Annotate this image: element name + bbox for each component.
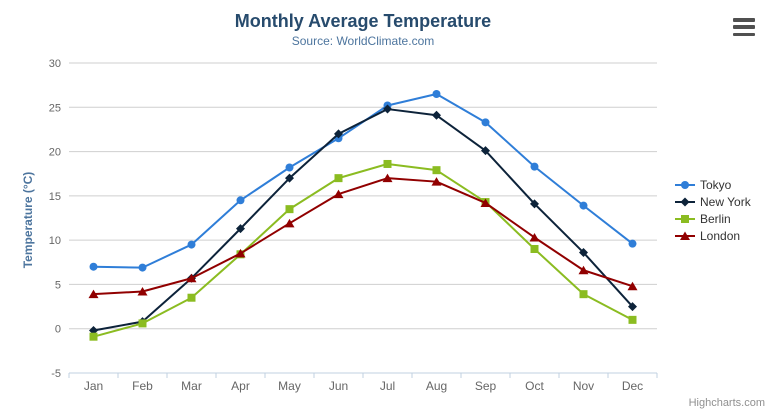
data-point-tokyo[interactable] xyxy=(236,196,245,205)
data-point-berlin[interactable] xyxy=(187,293,196,302)
legend-item-london[interactable]: London xyxy=(675,227,751,244)
y-tick-label: 15 xyxy=(49,191,61,203)
data-point-tokyo[interactable] xyxy=(530,162,539,171)
data-point-tokyo[interactable] xyxy=(628,239,637,248)
data-point-tokyo[interactable] xyxy=(432,90,441,98)
data-point-tokyo[interactable] xyxy=(481,118,490,127)
y-tick-label: -5 xyxy=(51,368,61,380)
square-legend-marker-icon xyxy=(675,214,695,223)
x-tick-label: Aug xyxy=(426,379,447,393)
data-point-london[interactable] xyxy=(431,177,442,186)
data-point-berlin[interactable] xyxy=(530,245,539,253)
x-tick-label: Apr xyxy=(231,379,250,393)
x-tick-label: Jan xyxy=(84,379,103,393)
y-tick-label: 5 xyxy=(55,279,61,291)
data-point-london[interactable] xyxy=(333,189,344,199)
data-point-london[interactable] xyxy=(137,287,148,296)
data-point-new-york[interactable] xyxy=(334,129,343,139)
legend-item-tokyo[interactable]: Tokyo xyxy=(675,176,751,193)
hamburger-icon xyxy=(733,25,755,29)
data-point-london[interactable] xyxy=(480,198,491,207)
series-line-berlin xyxy=(92,162,634,338)
series-line-tokyo xyxy=(92,93,634,269)
legend-label: Tokyo xyxy=(700,177,732,192)
chart-title: Monthly Average Temperature xyxy=(234,11,492,31)
legend: Tokyo New York Berlin London xyxy=(675,176,751,244)
circle-legend-marker-icon xyxy=(675,180,695,189)
data-point-london[interactable] xyxy=(627,281,638,291)
data-point-new-york[interactable] xyxy=(628,302,637,312)
data-point-london[interactable] xyxy=(284,218,295,228)
y-axis-title: Temperature (°C) xyxy=(21,171,35,269)
data-point-berlin[interactable] xyxy=(579,290,588,299)
series-line-new-york xyxy=(92,108,634,332)
data-point-tokyo[interactable] xyxy=(89,262,98,271)
data-point-berlin[interactable] xyxy=(285,205,294,214)
y-tick-label: 10 xyxy=(49,235,61,247)
y-tick-label: 0 xyxy=(55,324,61,336)
x-tick-label: Jul xyxy=(380,379,395,393)
triangle-legend-marker-icon xyxy=(675,231,695,240)
x-tick-label: Dec xyxy=(622,379,643,393)
data-point-new-york[interactable] xyxy=(481,146,490,156)
data-point-london[interactable] xyxy=(235,248,246,258)
credits-link[interactable]: Highcharts.com xyxy=(688,397,765,409)
legend-label: Berlin xyxy=(700,211,731,226)
series-line-london xyxy=(92,177,634,296)
x-tick-label: Feb xyxy=(132,379,153,393)
data-point-berlin[interactable] xyxy=(138,319,147,328)
data-point-berlin[interactable] xyxy=(89,332,98,341)
data-point-tokyo[interactable] xyxy=(579,201,588,210)
data-point-berlin[interactable] xyxy=(383,159,392,168)
y-tick-label: 30 xyxy=(49,58,61,70)
export-menu-button[interactable] xyxy=(733,18,757,36)
legend-item-berlin[interactable]: Berlin xyxy=(675,210,751,227)
data-point-london[interactable] xyxy=(578,265,589,275)
diamond-legend-marker-icon xyxy=(675,197,695,206)
data-point-berlin[interactable] xyxy=(628,315,637,324)
legend-label: New York xyxy=(700,194,751,209)
chart-subtitle: Source: WorldClimate.com xyxy=(291,34,435,48)
data-point-london[interactable] xyxy=(529,232,540,242)
y-tick-label: 20 xyxy=(49,147,61,159)
data-point-new-york[interactable] xyxy=(432,110,441,120)
data-point-berlin[interactable] xyxy=(432,166,441,175)
data-point-london[interactable] xyxy=(186,273,197,283)
data-point-new-york[interactable] xyxy=(383,104,392,114)
data-point-tokyo[interactable] xyxy=(138,263,147,272)
x-tick-label: Oct xyxy=(525,379,544,393)
x-tick-label: Jun xyxy=(329,379,348,393)
legend-label: London xyxy=(700,228,741,243)
hamburger-icon xyxy=(733,18,755,22)
x-tick-label: May xyxy=(278,379,301,393)
data-point-tokyo[interactable] xyxy=(187,240,196,249)
hamburger-icon xyxy=(733,32,755,36)
legend-item-new-york[interactable]: New York xyxy=(675,193,751,210)
data-point-london[interactable] xyxy=(88,289,99,299)
data-point-new-york[interactable] xyxy=(285,173,294,183)
data-point-new-york[interactable] xyxy=(530,199,539,209)
data-point-tokyo[interactable] xyxy=(285,163,294,172)
x-tick-label: Nov xyxy=(573,379,594,393)
x-tick-label: Mar xyxy=(181,379,202,393)
data-point-new-york[interactable] xyxy=(579,248,588,258)
x-tick-label: Sep xyxy=(475,379,497,393)
y-tick-label: 25 xyxy=(49,102,61,114)
data-point-new-york[interactable] xyxy=(236,224,245,234)
data-point-london[interactable] xyxy=(382,173,393,183)
data-point-berlin[interactable] xyxy=(334,174,343,183)
